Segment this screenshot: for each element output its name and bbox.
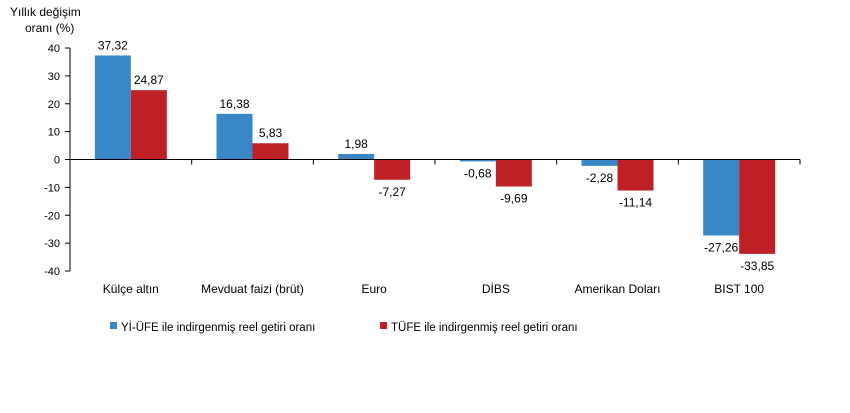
x-axis: Külçe altın Mevduat faizi (brüt) Euro DİBS A… xyxy=(69,159,801,296)
data-label: 37,32 xyxy=(98,38,128,52)
data-label: 16,38 xyxy=(219,97,249,111)
legend-swatch xyxy=(380,322,387,329)
legend-swatch xyxy=(110,322,117,329)
x-category-label: BIST 100 xyxy=(714,282,764,296)
y-tick-label: 0 xyxy=(54,155,60,167)
y-axis: 40 30 20 10 0 -10 -20 -30 -40 xyxy=(44,43,71,278)
bar-tufe xyxy=(495,159,532,187)
y-axis-title: Yıllık değişim oranı (%) xyxy=(10,5,81,35)
bar-tufe xyxy=(617,159,654,191)
legend-label: TÜFE ile indirgenmiş reel getiri oranı xyxy=(391,322,578,334)
x-category-label: DİBS xyxy=(482,282,510,296)
x-category-label: Külçe altın xyxy=(103,282,159,296)
y-tick-label: -40 xyxy=(44,266,60,278)
x-category-label: Euro xyxy=(361,282,387,296)
y-tick-label: 40 xyxy=(48,43,60,55)
bars-group xyxy=(94,55,776,254)
y-tick-label: -10 xyxy=(44,182,60,194)
bar-tufe xyxy=(739,159,776,254)
data-label: -9,69 xyxy=(500,192,528,206)
data-label: 5,83 xyxy=(259,126,283,140)
data-label: -7,27 xyxy=(378,185,406,199)
bar-yi-ufe xyxy=(703,159,740,236)
y-axis-title-line2: oranı (%) xyxy=(25,21,74,35)
data-label: 24,87 xyxy=(134,73,164,87)
data-label: -33,85 xyxy=(740,259,774,273)
legend: Yİ-ÜFE ile indirgenmiş reel getiri oranı… xyxy=(110,321,578,334)
bar-tufe xyxy=(374,159,411,180)
y-tick-label: 20 xyxy=(48,99,60,111)
data-labels-group: 37,32 16,38 1,98 -0,68 -2,28 -27,26 24,87 5,83 -… xyxy=(98,38,775,272)
data-label: -27,26 xyxy=(704,240,738,254)
legend-label: Yİ-ÜFE ile indirgenmiş reel getiri oranı xyxy=(121,321,315,334)
x-category-label: Mevduat faizi (brüt) xyxy=(201,282,304,296)
bar-tufe xyxy=(130,90,167,160)
data-label: 1,98 xyxy=(344,137,368,151)
y-tick-label: -20 xyxy=(44,210,60,222)
data-label: -11,14 xyxy=(619,196,652,210)
x-category-label: Amerikan Doları xyxy=(574,282,660,296)
bar-yi-ufe xyxy=(216,113,253,160)
y-tick-label: 10 xyxy=(48,127,60,139)
y-axis-title-line1: Yıllık değişim xyxy=(10,5,81,19)
y-tick-label: 30 xyxy=(48,71,60,83)
data-label: -2,28 xyxy=(586,171,614,185)
y-tick-label: -30 xyxy=(44,238,60,250)
data-label: -0,68 xyxy=(464,166,492,180)
bar-tufe xyxy=(252,143,289,160)
bar-yi-ufe xyxy=(94,55,131,160)
bar-yi-ufe xyxy=(581,159,618,166)
bar-yi-ufe xyxy=(338,153,375,160)
bar-yi-ufe xyxy=(459,159,496,162)
